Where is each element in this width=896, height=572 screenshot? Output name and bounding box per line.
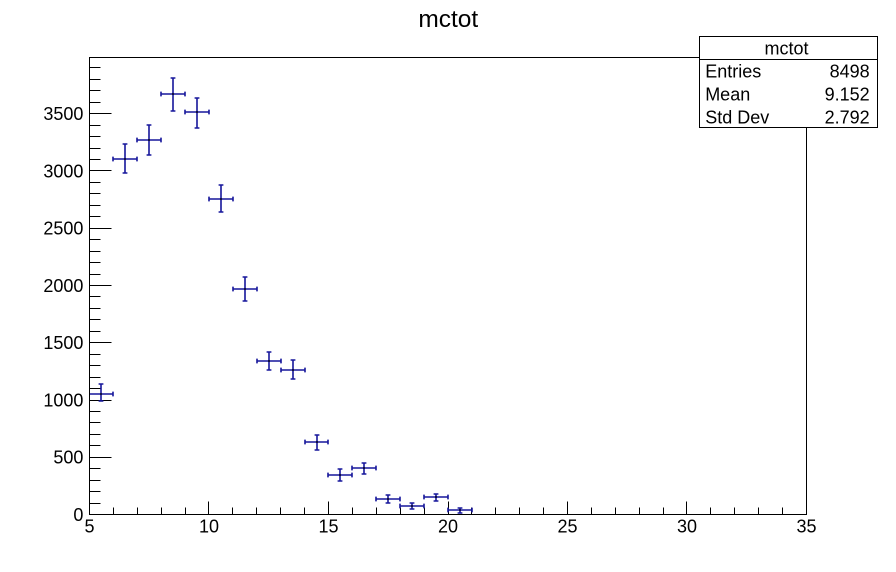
svg-text:2.792: 2.792 bbox=[825, 108, 870, 128]
svg-text:9.152: 9.152 bbox=[825, 85, 870, 105]
svg-text:1000: 1000 bbox=[43, 390, 83, 410]
svg-text:Entries: Entries bbox=[705, 62, 761, 82]
svg-text:0: 0 bbox=[73, 505, 83, 525]
svg-text:5: 5 bbox=[84, 517, 94, 537]
svg-text:20: 20 bbox=[438, 517, 458, 537]
svg-text:25: 25 bbox=[557, 517, 577, 537]
svg-text:30: 30 bbox=[677, 517, 697, 537]
svg-text:Std Dev: Std Dev bbox=[705, 108, 769, 128]
svg-text:35: 35 bbox=[796, 517, 816, 537]
svg-text:mctot: mctot bbox=[418, 6, 478, 33]
svg-text:3000: 3000 bbox=[43, 161, 83, 181]
svg-text:1500: 1500 bbox=[43, 333, 83, 353]
svg-text:15: 15 bbox=[318, 517, 338, 537]
svg-text:2500: 2500 bbox=[43, 219, 83, 239]
svg-text:Mean: Mean bbox=[705, 85, 750, 105]
svg-text:10: 10 bbox=[199, 517, 219, 537]
svg-text:mctot: mctot bbox=[764, 39, 808, 59]
svg-text:3500: 3500 bbox=[43, 104, 83, 124]
svg-text:2000: 2000 bbox=[43, 276, 83, 296]
svg-text:500: 500 bbox=[53, 448, 83, 468]
svg-text:8498: 8498 bbox=[830, 62, 870, 82]
